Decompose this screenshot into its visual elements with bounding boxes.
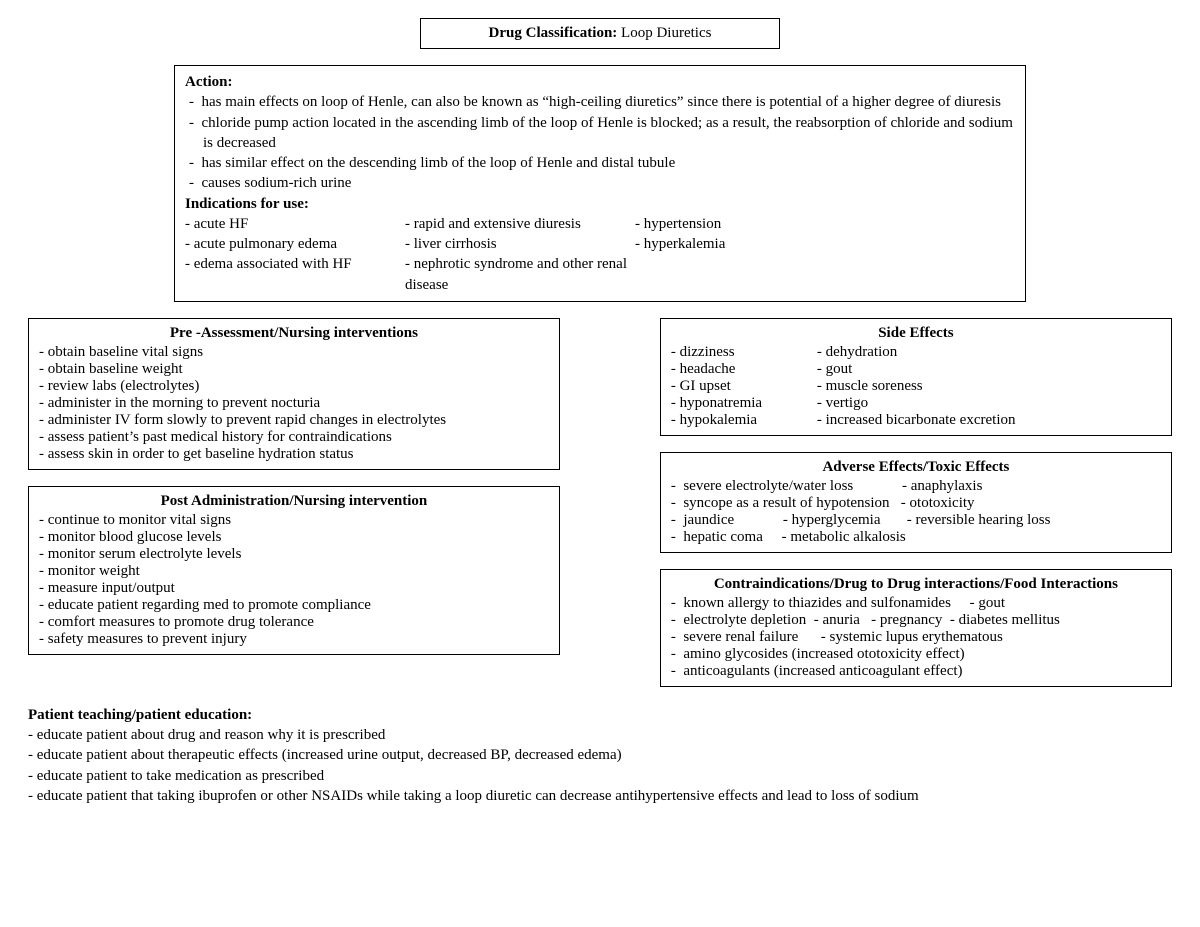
contra-row: - severe renal failure - systemic lupus …	[671, 629, 1161, 646]
indications-heading: Indications for use:	[185, 194, 1015, 214]
side-effect-cell: - GI upset	[671, 378, 811, 395]
post-admin-box: Post Administration/Nursing intervention…	[28, 486, 560, 655]
teaching-heading: Patient teaching/patient education:	[28, 705, 1172, 725]
indication-cell: - rapid and extensive diuresis	[405, 214, 635, 234]
contra-heading: Contraindications/Drug to Drug interacti…	[671, 576, 1161, 593]
indication-cell	[635, 254, 1015, 295]
contra-row: - known allergy to thiazides and sulfona…	[671, 595, 1161, 612]
side-effect-cell: - increased bicarbonate excretion	[817, 412, 1161, 429]
pre-bullet: - obtain baseline vital signs	[39, 344, 549, 361]
title-label: Drug Classification:	[489, 25, 618, 41]
side-effect-cell: - dehydration	[817, 344, 1161, 361]
adverse-row: - jaundice - hyperglycemia - reversible …	[671, 512, 1161, 529]
indication-cell: - hyperkalemia	[635, 234, 1015, 254]
teaching-bullet: - educate patient about therapeutic effe…	[28, 745, 1172, 765]
action-bullet: - has main effects on loop of Henle, can…	[185, 92, 1015, 112]
adverse-row: - syncope as a result of hypotension - o…	[671, 495, 1161, 512]
teaching-bullets: - educate patient about drug and reason …	[28, 725, 1172, 806]
side-effects-box: Side Effects - dizziness - dehydration - h…	[660, 318, 1172, 436]
post-bullet: - monitor serum electrolyte levels	[39, 546, 549, 563]
adverse-heading: Adverse Effects/Toxic Effects	[671, 459, 1161, 476]
side-effects-grid: - dizziness - dehydration - headache - gout…	[671, 344, 1161, 429]
post-admin-bullets: - continue to monitor vital signs- monit…	[39, 512, 549, 648]
contra-row: - anticoagulants (increased anticoagulan…	[671, 663, 1161, 680]
teaching-section: Patient teaching/patient education: - ed…	[28, 705, 1172, 806]
indication-cell: - acute pulmonary edema	[185, 234, 405, 254]
post-bullet: - comfort measures to promote drug toler…	[39, 614, 549, 631]
post-bullet: - monitor blood glucose levels	[39, 529, 549, 546]
left-column: Pre -Assessment/Nursing interventions - …	[28, 318, 560, 655]
action-bullet: - chloride pump action located in the as…	[185, 113, 1015, 154]
side-effect-cell: - hypokalemia	[671, 412, 811, 429]
pre-bullet: - assess patient’s past medical history …	[39, 429, 549, 446]
indication-cell: - edema associated with HF	[185, 254, 405, 295]
action-heading: Action:	[185, 72, 1015, 92]
pre-assessment-bullets: - obtain baseline vital signs- obtain ba…	[39, 344, 549, 463]
post-bullet: - measure input/output	[39, 580, 549, 597]
pre-assessment-box: Pre -Assessment/Nursing interventions - …	[28, 318, 560, 470]
indication-cell: - nephrotic syndrome and other renal dis…	[405, 254, 635, 295]
side-effect-cell: - hyponatremia	[671, 395, 811, 412]
post-admin-heading: Post Administration/Nursing intervention	[39, 493, 549, 510]
side-effect-cell: - dizziness	[671, 344, 811, 361]
pre-bullet: - assess skin in order to get baseline h…	[39, 446, 549, 463]
contra-box: Contraindications/Drug to Drug interacti…	[660, 569, 1172, 687]
pre-bullet: - administer in the morning to prevent n…	[39, 395, 549, 412]
side-effect-cell: - muscle soreness	[817, 378, 1161, 395]
pre-assessment-heading: Pre -Assessment/Nursing interventions	[39, 325, 549, 342]
action-box: Action: - has main effects on loop of He…	[174, 65, 1026, 302]
teaching-bullet: - educate patient about drug and reason …	[28, 725, 1172, 745]
side-effect-cell: - gout	[817, 361, 1161, 378]
adverse-row: - severe electrolyte/water loss - anaphy…	[671, 478, 1161, 495]
title-value: Loop Diuretics	[621, 25, 711, 41]
columns: Pre -Assessment/Nursing interventions - …	[28, 318, 1172, 687]
indication-cell: - acute HF	[185, 214, 405, 234]
indication-cell: - liver cirrhosis	[405, 234, 635, 254]
side-effect-cell: - headache	[671, 361, 811, 378]
title-box: Drug Classification: Loop Diuretics	[420, 18, 780, 49]
adverse-rows: - severe electrolyte/water loss - anaphy…	[671, 478, 1161, 546]
teaching-bullet: - educate patient that taking ibuprofen …	[28, 786, 1172, 806]
pre-bullet: - obtain baseline weight	[39, 361, 549, 378]
teaching-bullet: - educate patient to take medication as …	[28, 766, 1172, 786]
contra-row: - electrolyte depletion - anuria - pregn…	[671, 612, 1161, 629]
action-bullet: - causes sodium-rich urine	[185, 173, 1015, 193]
right-column: Side Effects - dizziness - dehydration - h…	[660, 318, 1172, 687]
pre-bullet: - administer IV form slowly to prevent r…	[39, 412, 549, 429]
adverse-row: - hepatic coma - metabolic alkalosis	[671, 529, 1161, 546]
post-bullet: - monitor weight	[39, 563, 549, 580]
action-bullet: - has similar effect on the descending l…	[185, 153, 1015, 173]
indication-cell: - hypertension	[635, 214, 1015, 234]
action-bullets: - has main effects on loop of Henle, can…	[185, 92, 1015, 193]
side-effect-cell: - vertigo	[817, 395, 1161, 412]
post-bullet: - educate patient regarding med to promo…	[39, 597, 549, 614]
contra-row: - amino glycosides (increased ototoxicit…	[671, 646, 1161, 663]
post-bullet: - continue to monitor vital signs	[39, 512, 549, 529]
pre-bullet: - review labs (electrolytes)	[39, 378, 549, 395]
contra-rows: - known allergy to thiazides and sulfona…	[671, 595, 1161, 680]
side-effects-heading: Side Effects	[671, 325, 1161, 342]
indications-grid: - acute HF- rapid and extensive diuresis…	[185, 214, 1015, 295]
post-bullet: - safety measures to prevent injury	[39, 631, 549, 648]
adverse-box: Adverse Effects/Toxic Effects - severe e…	[660, 452, 1172, 553]
